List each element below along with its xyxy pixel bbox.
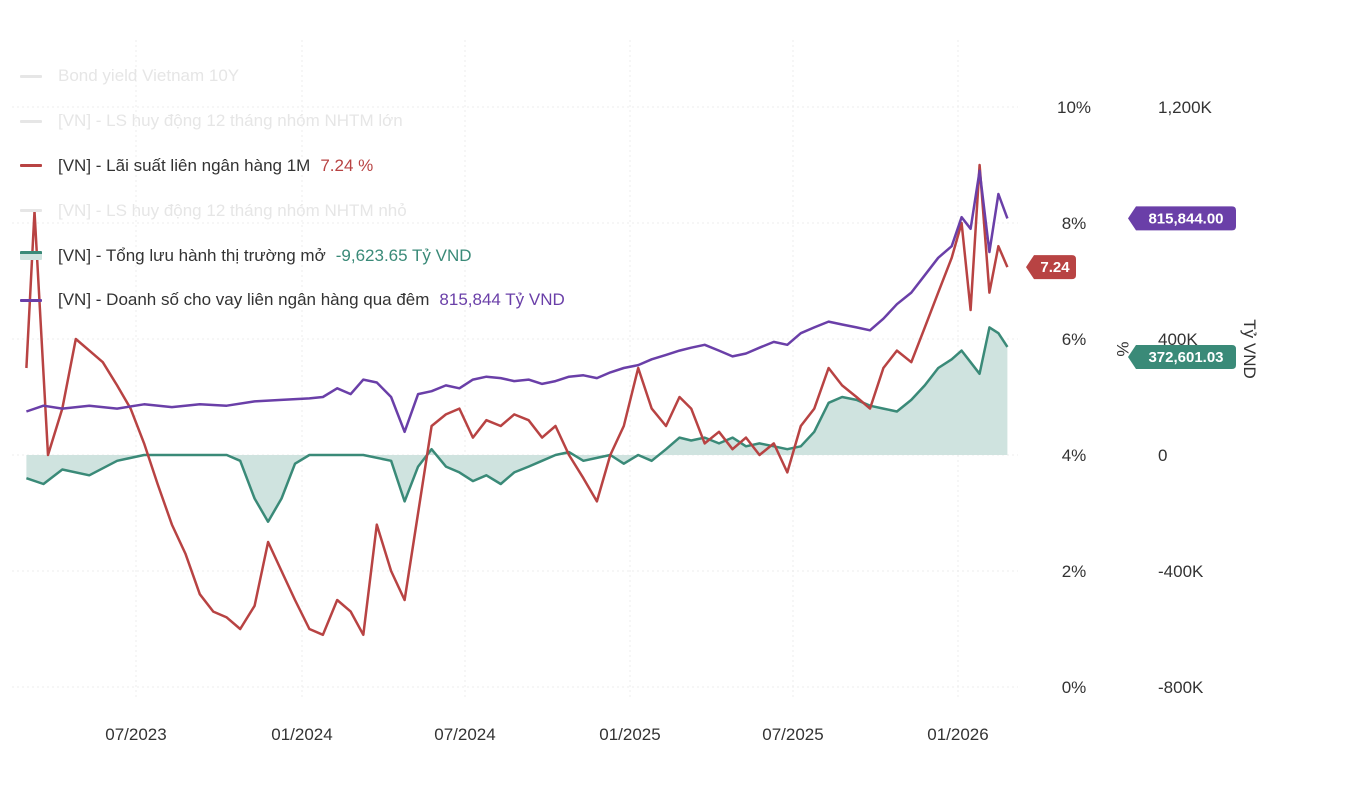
chart-legend: Bond yield Vietnam 10Y [VN] - LS huy động… — [20, 54, 565, 323]
y-left-tick-label: 10% — [1057, 98, 1091, 117]
tag-overnight-volume-text: 815,844.00 — [1148, 210, 1223, 227]
legend-label: [VN] - LS huy động 12 tháng nhóm NHTM nh… — [58, 200, 407, 220]
legend-label: [VN] - LS huy động 12 tháng nhóm NHTM lớ… — [58, 111, 403, 131]
x-tick-label: 07/2024 — [434, 725, 495, 744]
legend-item-2[interactable]: [VN] - Lãi suất liên ngân hàng 1M 7.24 % — [20, 144, 565, 189]
y-left-tick-label: 4% — [1062, 446, 1087, 465]
x-tick-label: 01/2025 — [599, 725, 660, 744]
y-right-tick-label: 400K — [1158, 330, 1198, 349]
tag-open-market: 372,601.03 — [1128, 345, 1236, 369]
series-line-interbank-1m — [25, 163, 1009, 637]
series-area-open-market — [26, 327, 1008, 522]
y-right-tick-label: -400K — [1158, 562, 1204, 581]
y-left-tick-label: 6% — [1062, 330, 1087, 349]
y-left-tick-label: 8% — [1062, 214, 1087, 233]
legend-value: -9,623.65 Tỷ VND — [335, 245, 472, 265]
legend-swatch — [20, 119, 42, 123]
tag-open-market-text: 372,601.03 — [1148, 349, 1223, 366]
tag-interbank-1m-bg — [1026, 255, 1076, 280]
plot-area — [25, 163, 1009, 637]
y-left-tick-label: 0% — [1062, 678, 1087, 697]
legend-item-5[interactable]: [VN] - Doanh số cho vay liên ngân hàng q… — [20, 278, 565, 323]
tag-interbank-1m-text: 7.24 — [1040, 259, 1070, 276]
legend-swatch — [20, 164, 42, 168]
series-line-overnight-volume — [25, 169, 1009, 434]
legend-item-4[interactable]: [VN] - Tổng lưu hành thị trường mở -9,623… — [20, 233, 565, 278]
tag-interbank-1m: 7.24 — [1026, 255, 1076, 280]
y-left-axis-label: % — [1113, 341, 1132, 356]
legend-item-0[interactable]: Bond yield Vietnam 10Y — [20, 54, 565, 99]
tag-open-market-bg — [1128, 345, 1236, 369]
legend-swatch — [20, 209, 42, 213]
legend-swatch — [20, 74, 42, 78]
y-right-axis-label: Tỷ VND — [1240, 319, 1259, 379]
tag-overnight-volume-bg — [1128, 206, 1236, 231]
y-right-tick-label: -800K — [1158, 678, 1204, 697]
legend-label: [VN] - Tổng lưu hành thị trường mở — [58, 245, 326, 265]
value-tags: 7.24 815,844.00 372,601.03 — [1026, 206, 1236, 369]
legend-item-3[interactable]: [VN] - LS huy động 12 tháng nhóm NHTM nh… — [20, 188, 565, 233]
legend-swatch — [20, 298, 42, 302]
series-line-open-market — [25, 326, 1009, 523]
x-tick-label: 01/2024 — [271, 725, 332, 744]
tag-overnight-volume: 815,844.00 — [1128, 206, 1236, 231]
legend-value: 815,844 Tỷ VND — [439, 290, 565, 310]
x-tick-label: 07/2023 — [105, 725, 166, 744]
x-tick-label: 01/2026 — [927, 725, 988, 744]
legend-label: Bond yield Vietnam 10Y — [58, 66, 240, 86]
legend-label: [VN] - Lãi suất liên ngân hàng 1M — [58, 155, 311, 175]
chart-axes: 07/2023 01/2024 07/2024 01/2025 07/2025 01/20… — [105, 98, 1259, 744]
legend-label: [VN] - Doanh số cho vay liên ngân hàng q… — [58, 290, 430, 310]
legend-swatch — [20, 251, 42, 261]
legend-value: 7.24 % — [320, 155, 374, 175]
y-right-tick-label: 0 — [1158, 446, 1167, 465]
y-right-tick-label: 1,200K — [1158, 98, 1213, 117]
y-left-tick-label: 2% — [1062, 562, 1087, 581]
x-tick-label: 07/2025 — [762, 725, 823, 744]
legend-item-1[interactable]: [VN] - LS huy động 12 tháng nhóm NHTM lớ… — [20, 99, 565, 144]
